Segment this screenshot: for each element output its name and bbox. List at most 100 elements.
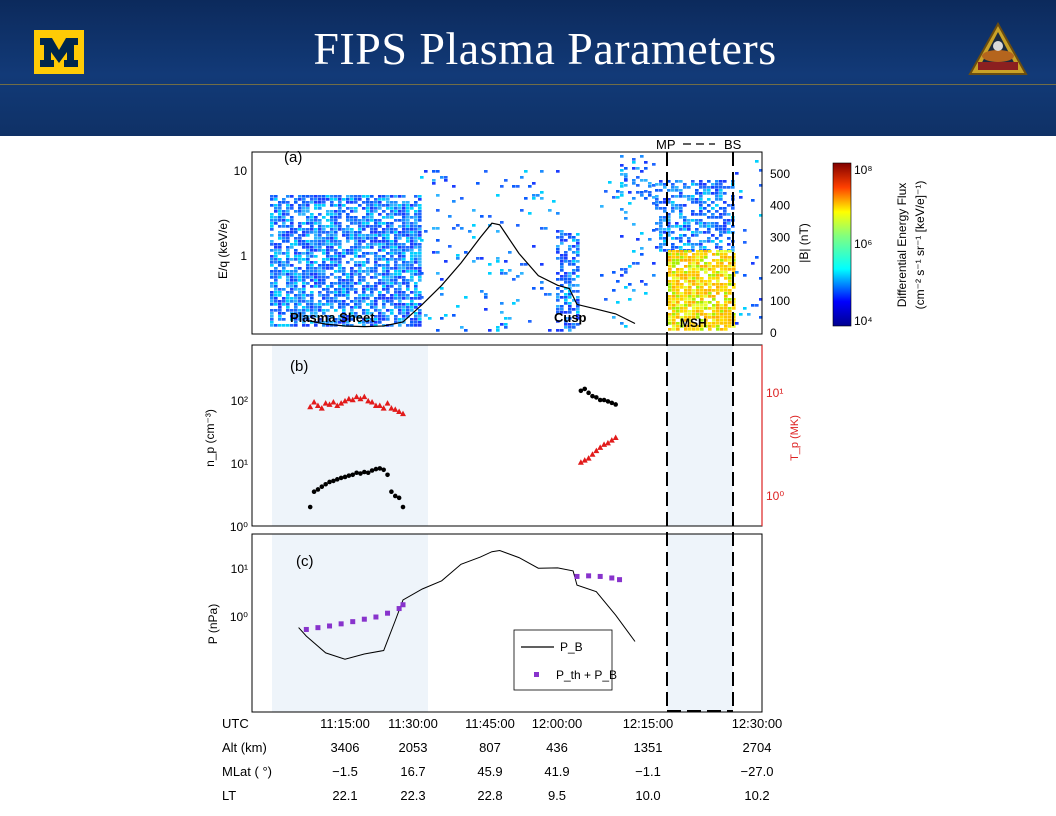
spectrogram-cell: [668, 319, 672, 322]
spectrogram-cell: [318, 219, 322, 222]
spectrogram-cell: [282, 198, 286, 201]
spectrogram-cell: [294, 255, 298, 258]
np-point: [369, 468, 375, 473]
spectrogram-cell: [683, 219, 687, 222]
spectrogram-cell: [568, 248, 572, 251]
spectrogram-cell: [460, 227, 464, 230]
spectrogram-cell: [318, 270, 322, 273]
spectrogram-cell: [720, 253, 724, 256]
spectrogram-cell: [418, 294, 422, 297]
spectrogram-cell: [390, 213, 394, 216]
spectrogram-cell: [712, 253, 716, 256]
spectrogram-cell: [711, 192, 715, 195]
spectrogram-cell: [370, 234, 374, 237]
spectrogram-cell: [290, 219, 294, 222]
spectrogram-cell: [394, 267, 398, 270]
spectrogram-cell: [382, 297, 386, 300]
spectrogram-cell: [728, 313, 732, 316]
spectrogram-cell: [370, 204, 374, 207]
spectrogram-cell: [290, 228, 294, 231]
spectrogram-cell: [294, 306, 298, 309]
spectrogram-cell: [394, 237, 398, 240]
spectrogram-cell: [402, 258, 406, 261]
spectrogram-cell: [540, 170, 544, 173]
spectrogram-cell: [675, 246, 679, 249]
spectrogram-cell: [676, 268, 680, 271]
spectrogram-cell: [696, 328, 700, 331]
spectrogram-cell: [286, 291, 290, 294]
spectrogram-cell: [675, 189, 679, 192]
spectrogram-cell: [707, 216, 711, 219]
spectrogram-cell: [556, 293, 560, 296]
spectrogram-cell: [398, 246, 402, 249]
spectrogram-cell: [310, 276, 314, 279]
spectrogram-cell: [576, 314, 580, 317]
spectrogram-cell: [406, 297, 410, 300]
spectrogram-cell: [699, 201, 703, 204]
spectrogram-cell: [663, 228, 667, 231]
spectrogram-cell: [334, 276, 338, 279]
spectrogram-cell: [684, 250, 688, 253]
spectrogram-cell: [418, 228, 422, 231]
spectrogram-cell: [322, 273, 326, 276]
spectrogram-cell: [724, 283, 728, 286]
spectrogram-cell: [386, 288, 390, 291]
np-point: [327, 479, 332, 485]
spectrogram-cell: [290, 309, 294, 312]
spectrogram-cell: [659, 216, 663, 219]
spectrogram-cell: [334, 228, 338, 231]
spectrogram-cell: [374, 264, 378, 267]
spectrogram-cell: [676, 274, 680, 277]
spectrogram-cell: [480, 290, 484, 293]
spectrogram-cell: [659, 228, 663, 231]
spectrogram-cell: [699, 210, 703, 213]
spectrogram-cell: [298, 225, 302, 228]
spectrogram-cell: [560, 278, 564, 281]
spectrogram-cell: [716, 286, 720, 289]
spectrogram-cell: [318, 276, 322, 279]
spectrogram-cell: [406, 306, 410, 309]
spectrogram-cell: [708, 289, 712, 292]
spectrogram-cell: [270, 270, 274, 273]
spectrogram-cell: [406, 282, 410, 285]
spectrogram-cell: [636, 167, 640, 170]
spectrogram-cell: [302, 252, 306, 255]
spectrogram-cell: [286, 210, 290, 213]
spectrogram-cell: [274, 207, 278, 210]
spectrogram-cell: [414, 225, 418, 228]
spectrogram-cell: [719, 180, 723, 183]
spectrogram-cell: [346, 315, 350, 318]
spectrogram-cell: [687, 186, 691, 189]
spectrogram-cell: [386, 297, 390, 300]
spectrogram-cell: [318, 198, 322, 201]
spectrogram-cell: [326, 240, 330, 243]
spectrogram-cell: [688, 265, 692, 268]
spectrogram-cell: [668, 304, 672, 307]
spectrogram-cell: [414, 237, 418, 240]
spectrogram-cell: [342, 228, 346, 231]
spectrogram-cell: [270, 318, 274, 321]
spectrogram-cell: [414, 291, 418, 294]
spectrogram-cell: [382, 198, 386, 201]
spectrogram-cell: [720, 307, 724, 310]
tp-point: [326, 401, 333, 407]
spectrogram-cell: [410, 237, 414, 240]
panel-b-ytick-0: 10⁰: [230, 520, 248, 534]
spectrogram-cell: [282, 273, 286, 276]
spectrogram-cell: [350, 315, 354, 318]
spectrogram-cell: [322, 303, 326, 306]
spectrogram-cell: [338, 195, 342, 198]
spectrogram-cell: [270, 309, 274, 312]
spectrogram-cell: [330, 291, 334, 294]
spectrogram-cell: [398, 291, 402, 294]
spectrogram-cell: [370, 288, 374, 291]
spectrogram-cell: [334, 300, 338, 303]
spectrogram-cell: [270, 249, 274, 252]
spectrogram-cell: [298, 228, 302, 231]
spectrogram-cell: [668, 328, 672, 331]
panel-c-frame: [251, 533, 763, 713]
spectrogram-cell: [374, 219, 378, 222]
panel-a-y2tick: 200: [770, 262, 790, 276]
spectrogram-cell: [406, 309, 410, 312]
